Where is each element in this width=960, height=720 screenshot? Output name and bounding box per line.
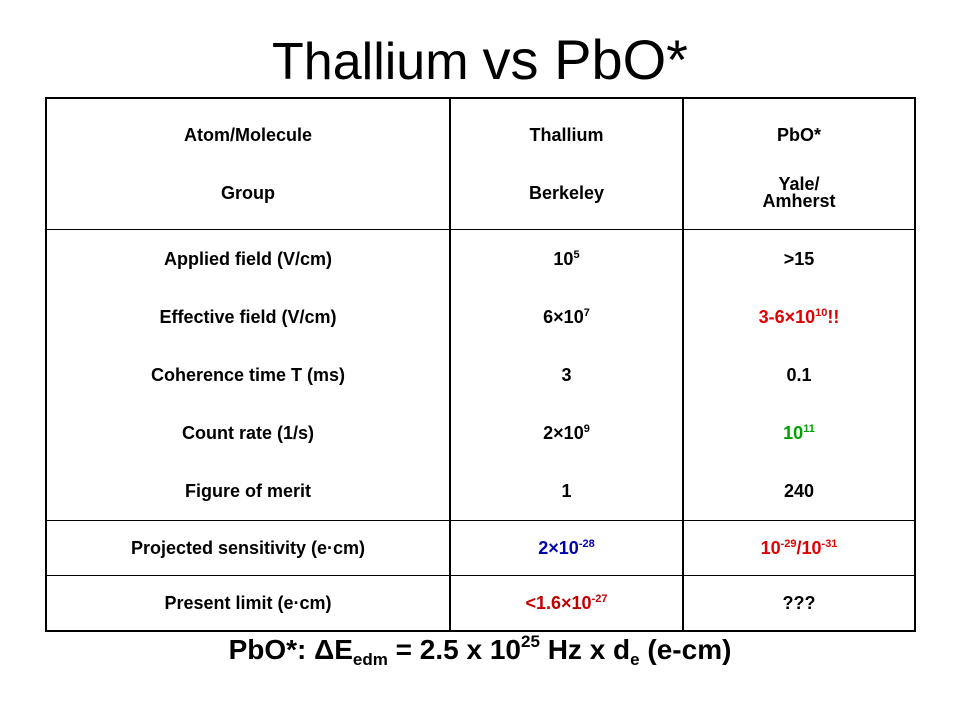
pbo-count-rate: 1011 xyxy=(783,423,815,443)
label-applied-field: Applied field (V/cm) xyxy=(163,249,332,269)
thallium-limit: <1.6×10-27 xyxy=(449,575,684,632)
label-count-rate: Count rate (1/s) xyxy=(181,423,314,443)
thallium-sensitivity: 2×10-28 xyxy=(449,520,684,576)
header-yale-amherst: Yale/Amherst xyxy=(684,164,914,222)
comparison-table: Atom/Molecule Group Thallium Berkeley Pb… xyxy=(45,97,916,632)
thallium-merit: 1 xyxy=(561,481,572,501)
measurement-labels-cell: Applied field (V/cm) Effective field (V/… xyxy=(45,229,451,521)
title-thallium: Thallium xyxy=(272,33,469,91)
pbo-coherence: 0.1 xyxy=(786,365,812,385)
thallium-coherence: 3 xyxy=(561,365,572,385)
thallium-values-cell: 105 6×107 3 2×109 1 xyxy=(449,229,684,521)
header-pbo-cell: PbO* Yale/Amherst xyxy=(682,97,916,230)
edm-formula: PbO*: ΔEedm = 2.5 x 1025 Hz x de (e-cm) xyxy=(228,632,732,669)
header-amherst: Amherst xyxy=(762,191,836,211)
thallium-effective: 6×107 xyxy=(543,307,590,327)
header-pbo: PbO* xyxy=(776,125,821,145)
sensitivity-row: Projected sensitivity (e·cm) 2×10-28 10-… xyxy=(45,520,916,576)
pbo-values-cell: >15 3-6×1010!! 0.1 1011 240 xyxy=(682,229,916,521)
slide-title: Thallium vs PbO* xyxy=(0,28,960,94)
header-thallium-cell: Thallium Berkeley xyxy=(449,97,684,230)
header-berkeley: Berkeley xyxy=(528,183,605,203)
pbo-sensitivity: 10-29/10-31 xyxy=(682,520,916,576)
label-coherence-time: Coherence time T (ms) xyxy=(150,365,346,385)
title-vs-pbo: vs PbO* xyxy=(482,28,688,91)
thallium-applied: 105 xyxy=(553,249,580,269)
measurements-row: Applied field (V/cm) Effective field (V/… xyxy=(45,229,916,521)
label-figure-of-merit: Figure of merit xyxy=(184,481,311,501)
header-atom-molecule: Atom/Molecule xyxy=(183,125,312,145)
limit-label: Present limit (e·cm) xyxy=(45,575,451,632)
pbo-merit: 240 xyxy=(783,481,815,501)
header-yale: Yale/ xyxy=(778,174,820,194)
pbo-applied: >15 xyxy=(783,249,815,269)
header-thallium: Thallium xyxy=(529,125,604,145)
header-row: Atom/Molecule Group Thallium Berkeley Pb… xyxy=(45,97,916,230)
pbo-effective: 3-6×1010!! xyxy=(758,307,840,327)
label-effective-field: Effective field (V/cm) xyxy=(159,307,337,327)
limit-row: Present limit (e·cm) <1.6×10-27 ??? xyxy=(45,575,916,632)
header-atom-molecule-cell: Atom/Molecule Group xyxy=(45,97,451,230)
thallium-count-rate: 2×109 xyxy=(543,423,590,443)
sensitivity-label: Projected sensitivity (e·cm) xyxy=(45,520,451,576)
header-group: Group xyxy=(221,183,275,203)
pbo-limit: ??? xyxy=(682,575,916,632)
